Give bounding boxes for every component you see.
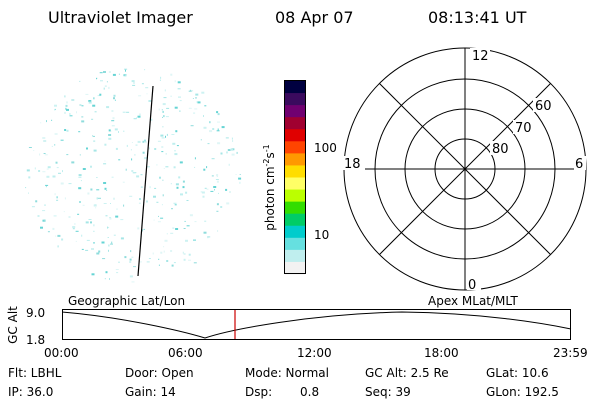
instrument-title: Ultraviolet Imager [48,8,193,27]
xtick-1200: 12:00 [297,346,332,360]
dsp-label: Dsp: [245,385,273,399]
meridian-diag-2 [379,83,551,255]
lat-label-70: 70 [515,121,532,136]
door-info: Door: Open [125,366,194,380]
colorbar-band [285,165,305,178]
colorbar-band [285,201,305,215]
colorbar-band [285,141,305,154]
xtick-0600: 06:00 [168,346,203,360]
colorbar-band [285,117,305,130]
colorbar-band [285,177,305,191]
colorbar-band [285,237,305,251]
colorbar-band [285,213,305,227]
time-label: 08:13:41 UT [428,8,527,27]
lat-label-80: 80 [492,142,509,157]
altitude-curve [62,311,572,339]
mlt-label-12: 12 [472,49,489,64]
xtick-2359: 23:59 [553,346,588,360]
y-min-label: 1.8 [26,333,46,347]
lat-label-60: 60 [535,99,552,114]
color-scale-bar [284,80,306,275]
colorbar-band [285,93,305,106]
colorbar-tick-100: 100 [314,141,337,155]
date-label: 08 Apr 07 [275,8,354,27]
colorbar-band [285,189,305,203]
gc-alt-info: GC Alt: 2.5 Re [365,366,449,380]
y-max-label: 9.0 [26,306,46,320]
gain-info: Gain: 14 [125,385,176,399]
geographic-label: Geographic Lat/Lon [68,294,186,308]
uv-image-panel [25,68,242,283]
colorbar-band [285,261,305,275]
colorbar-band [285,129,305,142]
polar-mlt-plot: 12 0 18 6 60 70 80 [343,47,587,293]
glon-info: GLon: 192.5 [486,385,559,399]
limb-line [137,85,154,277]
colorbar-units-label: photon cm-2s-1 [261,144,277,231]
ip-info: IP: 36.0 [8,385,54,399]
mlt-label-6: 6 [575,157,583,172]
mode-info: Mode: Normal [245,366,329,380]
colorbar-band [285,225,305,239]
seq-info: Seq: 39 [365,385,411,399]
uv-noise-speckles [25,68,242,283]
colorbar-band [285,105,305,118]
colorbar-band [285,249,305,263]
mlt-label-18: 18 [344,157,361,172]
mlt-label-0: 0 [468,278,476,293]
colorbar-band [285,153,305,166]
xtick-0000: 00:00 [44,346,79,360]
xtick-1800: 18:00 [424,346,459,360]
orbit-altitude-timeline [62,309,572,340]
filter-info: Flt: LBHL [8,366,62,380]
gc-alt-axis-label: GC Alt [5,306,20,344]
dsp-value: 0.8 [300,385,320,399]
apex-label: Apex MLat/MLT [428,294,518,308]
glat-info: GLat: 10.6 [486,366,549,380]
colorbar-tick-10: 10 [314,228,330,242]
colorbar-band [285,81,305,94]
